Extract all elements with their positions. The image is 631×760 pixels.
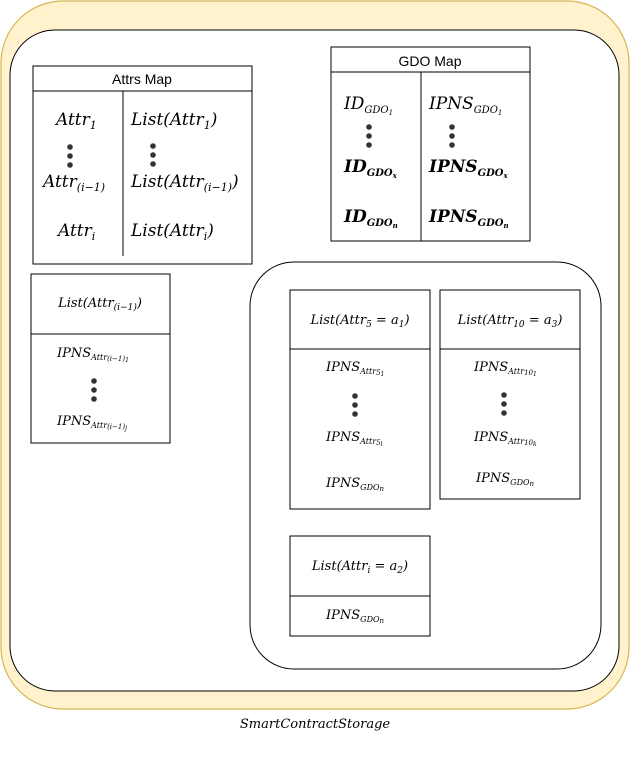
list-attr-i-minus-1-header: List(Attr(i−1)) bbox=[57, 296, 142, 313]
attrs-key-ellipsis bbox=[67, 144, 73, 168]
attrs-map-title: Attrs Map bbox=[112, 71, 172, 87]
gdo-value-row-3: IPNSGDOn bbox=[428, 207, 509, 230]
list-attr10-table: List(Attr10 = a3) IPNSAttr101 IPNSAttr10… bbox=[439, 289, 581, 500]
list-attr-i-minus-1-item-2: IPNSAttr(i−1)j bbox=[56, 414, 127, 432]
list-attr10-item-1: IPNSAttr101 bbox=[473, 360, 537, 378]
list-attr10-item-2: IPNSAttr10k bbox=[473, 430, 537, 448]
list-attr10-ellipsis bbox=[501, 392, 507, 416]
attrs-key-row-3: Attri bbox=[56, 221, 95, 243]
gdo-value-row-1: IPNSGDO1 bbox=[428, 94, 502, 117]
gdo-value-ellipsis bbox=[449, 124, 455, 148]
attrs-value-ellipsis bbox=[150, 143, 156, 167]
attrs-value-row-2: List(Attr(i−1)) bbox=[130, 172, 239, 194]
gdo-key-row-1: IDGDO1 bbox=[343, 94, 393, 117]
list-attri-header: List(Attri = a2) bbox=[311, 559, 408, 576]
attrs-value-row-1: List(Attr1) bbox=[130, 110, 217, 132]
list-attr10-header: List(Attr10 = a3) bbox=[457, 313, 563, 330]
gdo-map-table: GDO Map IDGDO1 IPNSGDO1 IDGDOx IPNSGDOx … bbox=[330, 46, 531, 242]
list-attr5-header: List(Attr5 = a1) bbox=[309, 313, 409, 330]
list-attr10-item-3: IPNSGDOn bbox=[475, 471, 535, 488]
container-caption: SmartContractStorage bbox=[240, 717, 391, 732]
gdo-map-title: GDO Map bbox=[398, 53, 461, 69]
attrs-key-row-1: Attr1 bbox=[54, 110, 97, 132]
list-attri-item-1: IPNSGDOn bbox=[325, 608, 385, 625]
list-attr5-item-1: IPNSAttr51 bbox=[325, 360, 384, 378]
gdo-key-row-2: IDGDOx bbox=[343, 157, 398, 180]
attrs-value-row-3: List(Attri) bbox=[130, 221, 214, 243]
list-attr5-table: List(Attr5 = a1) IPNSAttr51 IPNSAttr5l I… bbox=[289, 289, 431, 510]
list-attri-table: List(Attri = a2) IPNSGDOn bbox=[289, 535, 431, 637]
attrs-key-row-2: Attr(i−1) bbox=[41, 172, 105, 194]
list-attr5-ellipsis bbox=[352, 393, 358, 417]
list-attr-i-minus-1-table: List(Attr(i−1)) IPNSAttr(i−1)1 IPNSAttr(… bbox=[30, 273, 171, 444]
list-attr5-item-2: IPNSAttr5l bbox=[325, 430, 383, 448]
gdo-key-ellipsis bbox=[366, 124, 372, 148]
list-attr5-item-3: IPNSGDOn bbox=[325, 476, 385, 493]
gdo-value-row-2: IPNSGDOx bbox=[428, 157, 509, 180]
list-attr-i-minus-1-ellipsis bbox=[91, 378, 97, 402]
gdo-key-row-3: IDGDOn bbox=[343, 207, 398, 230]
attrs-map-table: Attrs Map Attr1 List(Attr1) Attr(i−1) Li… bbox=[32, 65, 253, 265]
list-attr-i-minus-1-item-1: IPNSAttr(i−1)1 bbox=[56, 346, 129, 364]
